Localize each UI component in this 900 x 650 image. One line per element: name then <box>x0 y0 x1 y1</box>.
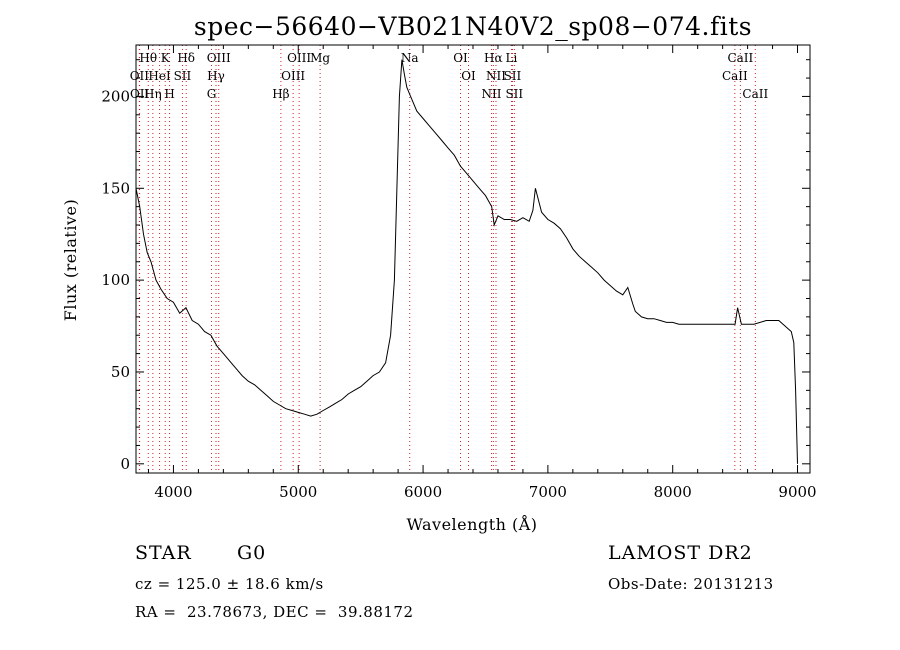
x-tick-label: 7000 <box>529 483 567 501</box>
line-label: G <box>207 87 217 101</box>
x-tick-label: 6000 <box>404 483 442 501</box>
x-axis-label: Wavelength (Å) <box>406 514 537 534</box>
line-label: Na <box>401 51 419 65</box>
line-label: SII <box>174 69 192 83</box>
plot-frame <box>135 44 811 474</box>
line-label: Li <box>506 51 518 65</box>
x-tick-label: 9000 <box>778 483 816 501</box>
coordinates-text: RA = 23.78673, DEC = 39.88172 <box>135 603 414 621</box>
line-label: OI <box>453 51 468 65</box>
y-tick-label: 0 <box>120 455 130 473</box>
x-axis: 4000 5000 6000 7000 8000 9000 <box>147 45 817 501</box>
object-subclass: G0 <box>237 542 267 564</box>
x-tick-label: 5000 <box>279 483 317 501</box>
line-label: Hγ <box>207 69 225 83</box>
line-label: OII <box>130 87 150 101</box>
y-tick-label: 100 <box>101 271 130 289</box>
object-class: STAR <box>135 542 192 564</box>
line-label: Hη <box>144 87 162 101</box>
line-label: Hδ <box>177 51 195 65</box>
spectral-line-markers <box>138 45 756 473</box>
obs-date: Obs-Date: 20131213 <box>608 575 774 593</box>
line-label: Hβ <box>272 87 289 101</box>
y-axis: 0 50 100 150 200 <box>101 59 810 473</box>
y-axis-label: Flux (relative) <box>61 199 80 321</box>
line-label: OI <box>461 69 476 83</box>
line-label: OIII <box>287 51 311 65</box>
line-label: Hθ <box>139 51 157 65</box>
line-label: SII <box>505 87 523 101</box>
line-label: CaII <box>742 87 768 101</box>
line-label: Hα <box>484 51 503 65</box>
x-tick-label: 4000 <box>154 483 192 501</box>
line-label: SII <box>504 69 522 83</box>
line-label: H <box>164 87 174 101</box>
line-label: K <box>161 51 171 65</box>
line-label: OII <box>130 69 150 83</box>
line-label: NII <box>481 87 501 101</box>
velocity-text: cz = 125.0 ± 18.6 km/s <box>135 575 324 593</box>
line-label: CaII <box>722 69 748 83</box>
y-tick-label: 200 <box>101 87 130 105</box>
survey-name: LAMOST DR2 <box>608 542 753 564</box>
line-label: OIII <box>281 69 305 83</box>
line-label: HeI <box>148 69 171 83</box>
y-tick-label: 150 <box>101 179 130 197</box>
line-label: NII <box>486 69 506 83</box>
flux-series-line <box>135 59 798 464</box>
chart-title: spec−56640−VB021N40V2_sp08−074.fits <box>194 12 752 41</box>
x-tick-label: 8000 <box>654 483 692 501</box>
line-label: CaII <box>727 51 753 65</box>
line-label: Mg <box>310 51 330 65</box>
line-label: OIII <box>207 51 231 65</box>
y-tick-label: 50 <box>111 363 130 381</box>
